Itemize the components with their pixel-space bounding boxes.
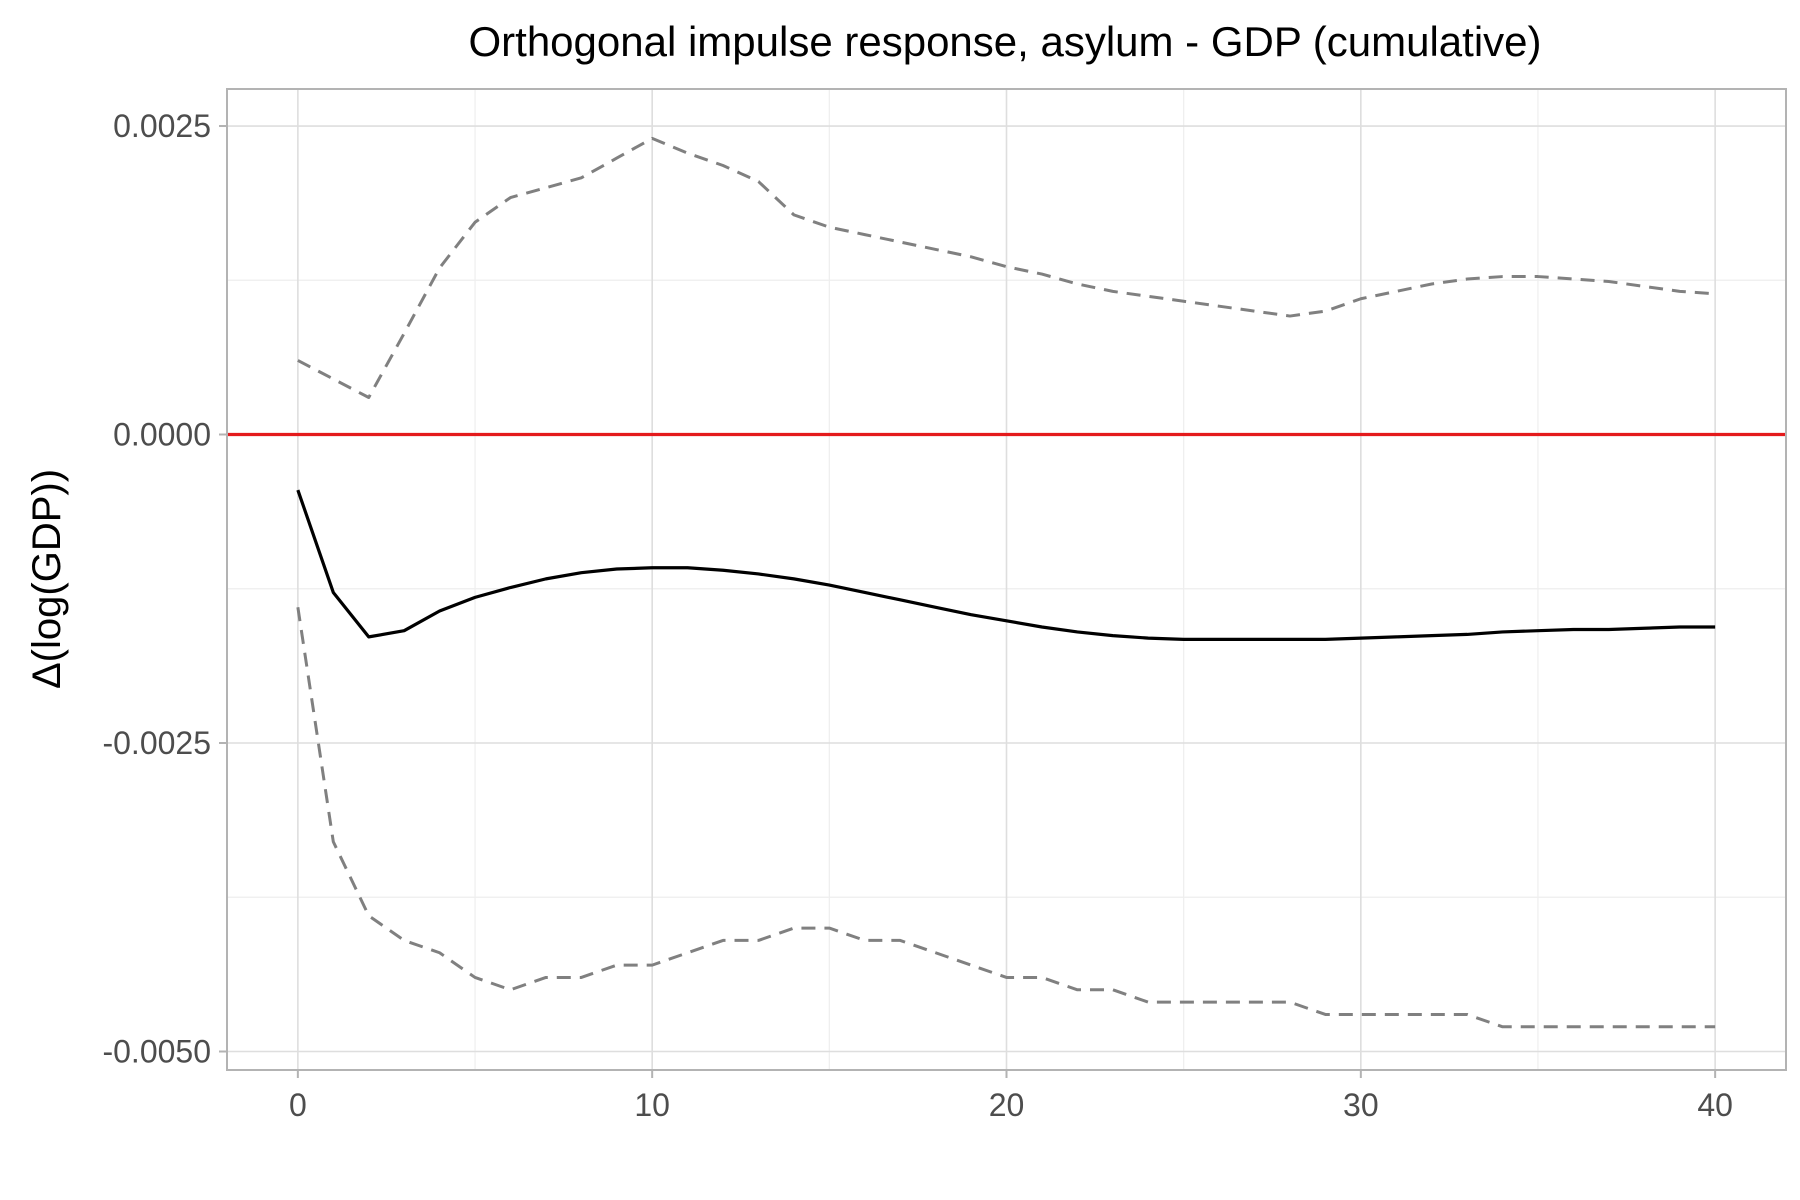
x-tick-label: 30 [1343, 1087, 1379, 1123]
y-tick-label: 0.0025 [113, 108, 211, 144]
grid-layer [227, 89, 1786, 1070]
y-axis-label: Δ(log(GDP)) [25, 469, 69, 689]
series-layer [296, 136, 1716, 1029]
x-tick-label: 40 [1697, 1087, 1733, 1123]
response-line [296, 489, 1716, 641]
lower-bound-line [296, 607, 1716, 1029]
x-tick-label: 20 [989, 1087, 1025, 1123]
x-tick-label: 10 [634, 1087, 670, 1123]
y-tick-label: -0.0025 [102, 725, 211, 761]
ticks-layer: 0 10 20 30 40 -0.0050 -0.0025 0.0000 0.0025 [102, 108, 1732, 1123]
upper-bound-line [297, 136, 1716, 399]
chart-title: Orthogonal impulse response, asylum - GD… [469, 18, 1542, 65]
y-tick-label: 0.0000 [113, 417, 211, 453]
y-tick-label: -0.0050 [102, 1033, 211, 1069]
x-tick-label: 0 [289, 1087, 307, 1123]
